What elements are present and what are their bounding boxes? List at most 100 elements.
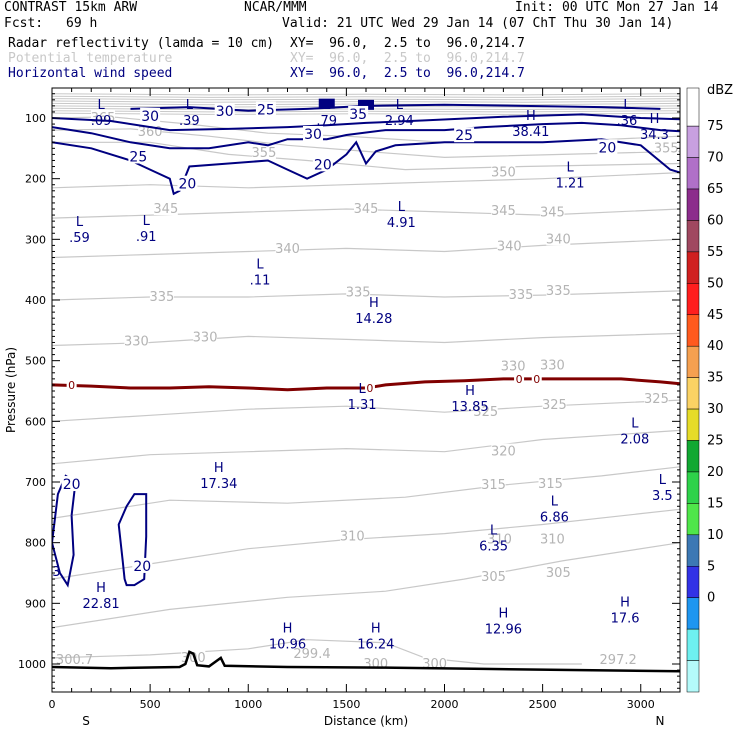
extremum-high-marker: H [283,622,293,637]
y-tick-label: 700 [25,476,46,489]
colorbar-band-40 [686,345,700,378]
theta-label-330: 330 [501,360,526,375]
theta-label-bg [546,231,571,246]
colorbar-extra-band [686,628,700,661]
freezing-level-label: 0 [366,382,373,395]
extremum-value: 6.86 [540,510,569,525]
colorbar-label-5: 5 [707,559,715,574]
theta-label-335: 335 [509,288,534,303]
x-tick-label: 2500 [529,698,557,711]
extremum-value: .36 [617,114,638,129]
extremum-value: 17.6 [611,612,640,627]
colorbar-label-10: 10 [707,528,724,543]
valid-time: Valid: 21 UTC Wed 29 Jan 14 (07 ChT Thu … [282,16,674,31]
theta-label-bg [354,201,378,215]
colorbar-band-5 [686,566,700,598]
y-tick-label: 1000 [18,658,46,671]
extremum-value: .91 [136,230,157,245]
legend-reflectivity-xy: XY= 96.0, 2.5 to 96.0,214.7 [290,36,525,51]
extremum-low-marker: L [623,98,631,113]
extremum-value: .11 [250,274,271,289]
extremum-value: .79 [316,114,337,129]
theta-label-bg [153,201,178,215]
theta-label-335: 335 [546,284,571,299]
terrain-line [51,650,681,673]
wind-label: 35 [349,107,367,123]
colorbar-band-15 [686,503,700,536]
wind-contours [52,98,680,588]
theta-extra-label: 299.4 [293,647,330,662]
colorbar-band-75 [686,125,700,158]
colorbar-top-band [686,87,700,127]
wind-contour-30 [52,113,680,132]
extremum-value: 3.33 [32,565,61,580]
theta-contour-315 [52,466,680,519]
extremum-value: 17.34 [200,477,237,492]
y-tick-label: 300 [25,233,46,246]
x-axis-title: Distance (km) [324,714,408,728]
x-tick-label: 2000 [431,698,459,711]
extremum-low-marker: L [76,215,84,230]
extremum-value: 6.35 [479,539,508,554]
theta-label-bg [481,569,506,584]
theta-contour-350 [52,172,680,189]
extremum-value: 14.28 [355,312,392,327]
extremum-value: 2.08 [620,433,649,448]
colorbar-extra-band [686,660,700,693]
org-name: NCAR/MMM [244,0,307,15]
theta-label-315: 315 [481,478,506,493]
colorbar-label-55: 55 [707,245,724,260]
colorbar-band-70 [686,157,700,190]
theta-strat-line [52,98,680,101]
colorbar-label-50: 50 [707,276,724,291]
theta-label-310: 310 [487,533,512,548]
x-tick-label: 0 [49,698,56,711]
extremum-high-marker: H [526,109,536,124]
theta-label-bg [346,284,371,299]
freezing-level-label: 0 [68,379,75,392]
theta-label-bg [546,565,571,579]
freezing-level-label: 0 [533,373,540,386]
theta-label-335: 335 [149,290,174,305]
colorbar-band-30 [686,408,700,441]
wind-label-bg [214,102,235,118]
terrain [51,650,681,673]
theta-label-bg [491,202,516,217]
theta-label-335: 335 [346,286,371,301]
colorbar-band-35 [686,377,700,410]
y-tick-label: 200 [25,173,46,186]
wind-label-bg [140,107,161,123]
colorbar-label-30: 30 [707,402,724,417]
theta-label-330: 330 [124,334,149,349]
legend-wind-xy: XY= 96.0, 2.5 to 96.0,214.7 [290,66,525,81]
theta-label-bg [497,238,522,253]
extremum-high-marker: H [620,596,630,611]
extremum-value: 38.41 [512,125,549,140]
freezing-level-label: 0 [516,373,523,386]
wind-contour-20 [117,493,148,587]
extremum-value: 2.94 [385,114,414,129]
theta-label-bg [540,357,565,372]
colorbar-label-60: 60 [707,213,724,228]
wind-label: 20 [598,140,616,156]
extremum-low-marker: L [97,98,105,113]
forecast-label: Fcst: [4,16,44,31]
extremum-value: .59 [69,231,90,246]
extremum-value: .09 [91,114,112,129]
colorbar-band-50 [686,283,700,316]
extremum-value: 34.3 [640,128,669,143]
south-label: S [82,714,90,728]
colorbar-label-0: 0 [707,591,715,606]
y-tick-label: 100 [25,112,46,125]
x-tick-label: 500 [140,698,161,711]
colorbar-label-40: 40 [707,339,724,354]
theta-extra-label: 300.7 [56,653,93,668]
extremum-value: 22.81 [82,597,119,612]
extremum-low-marker: L [659,473,667,488]
colorbar-label-65: 65 [707,182,724,197]
extremum-low-marker: L [551,494,559,509]
theta-label-bg [654,140,679,155]
